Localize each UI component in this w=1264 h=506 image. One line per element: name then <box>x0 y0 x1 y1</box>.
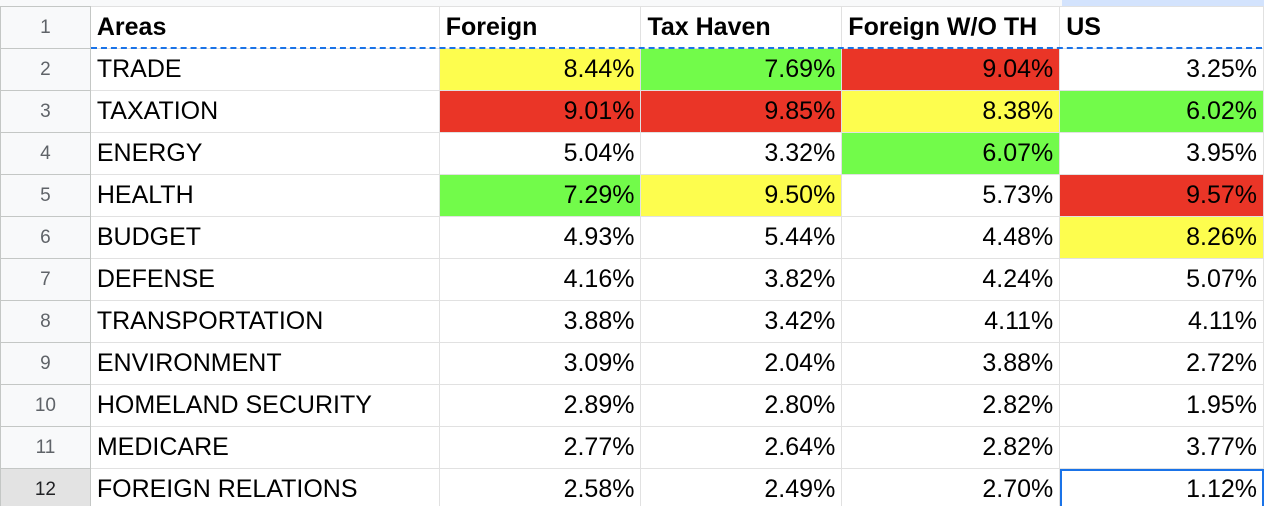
value-cell[interactable]: 4.48% <box>841 216 1061 259</box>
table-row: 10 HOMELAND SECURITY 2.89% 2.80% 2.82% 1.95% <box>0 384 1264 427</box>
value-cell[interactable]: 4.93% <box>438 216 642 259</box>
value-cell[interactable]: 5.44% <box>640 216 843 259</box>
value-cell[interactable]: 4.24% <box>841 258 1061 301</box>
area-cell[interactable]: HOMELAND SECURITY <box>89 384 440 427</box>
table-row: 5 HEALTH 7.29% 9.50% 5.73% 9.57% <box>0 174 1264 217</box>
value-cell[interactable]: 3.88% <box>438 300 642 343</box>
area-cell[interactable]: ENVIRONMENT <box>89 342 440 385</box>
value-cell[interactable]: 5.73% <box>841 174 1061 217</box>
value-cell[interactable]: 2.82% <box>841 384 1061 427</box>
value-cell[interactable]: 2.04% <box>640 342 843 385</box>
value-cell[interactable]: 8.26% <box>1059 216 1264 259</box>
table-row: 12 FOREIGN RELATIONS 2.58% 2.49% 2.70% 1.12% <box>0 468 1264 506</box>
value-cell[interactable]: 4.11% <box>1059 300 1264 343</box>
row-number[interactable]: 1 <box>0 6 91 49</box>
value-cell[interactable]: 2.64% <box>640 426 843 469</box>
value-cell[interactable]: 3.42% <box>640 300 843 343</box>
value-cell[interactable]: 2.89% <box>438 384 642 427</box>
area-cell[interactable]: TAXATION <box>89 90 440 133</box>
area-cell[interactable]: FOREIGN RELATIONS <box>89 468 440 506</box>
row-number[interactable]: 12 <box>0 468 91 506</box>
area-cell[interactable]: TRANSPORTATION <box>89 300 440 343</box>
value-cell[interactable]: 3.25% <box>1059 48 1264 91</box>
header-row: 1 Areas Foreign Tax Haven Foreign W/O TH… <box>0 6 1264 49</box>
row-number[interactable]: 4 <box>0 132 91 175</box>
table-row: 9 ENVIRONMENT 3.09% 2.04% 3.88% 2.72% <box>0 342 1264 385</box>
header-cell-foreign[interactable]: Foreign <box>438 6 642 49</box>
value-cell[interactable]: 9.57% <box>1059 174 1264 217</box>
header-cell-foreign-wo-th[interactable]: Foreign W/O TH <box>841 6 1061 49</box>
table-row: 4 ENERGY 5.04% 3.32% 6.07% 3.95% <box>0 132 1264 175</box>
value-cell[interactable]: 8.38% <box>841 90 1061 133</box>
value-cell[interactable]: 2.70% <box>841 468 1061 506</box>
row-number[interactable]: 3 <box>0 90 91 133</box>
value-cell[interactable]: 7.29% <box>438 174 642 217</box>
value-cell[interactable]: 6.07% <box>841 132 1061 175</box>
value-cell[interactable]: 5.07% <box>1059 258 1264 301</box>
area-cell[interactable]: TRADE <box>89 48 440 91</box>
value-cell[interactable]: 9.04% <box>841 48 1061 91</box>
value-cell[interactable]: 5.04% <box>438 132 642 175</box>
value-cell[interactable]: 9.01% <box>438 90 642 133</box>
row-number[interactable]: 9 <box>0 342 91 385</box>
value-cell[interactable]: 2.72% <box>1059 342 1264 385</box>
row-number[interactable]: 10 <box>0 384 91 427</box>
value-cell[interactable]: 3.82% <box>640 258 843 301</box>
value-cell[interactable]: 6.02% <box>1059 90 1264 133</box>
area-cell[interactable]: DEFENSE <box>89 258 440 301</box>
header-cell-areas[interactable]: Areas <box>89 6 440 49</box>
value-cell[interactable]: 3.09% <box>438 342 642 385</box>
table-row: 11 MEDICARE 2.77% 2.64% 2.82% 3.77% <box>0 426 1264 469</box>
value-cell[interactable]: 3.95% <box>1059 132 1264 175</box>
area-cell[interactable]: MEDICARE <box>89 426 440 469</box>
value-cell[interactable]: 3.77% <box>1059 426 1264 469</box>
value-cell[interactable]: 4.11% <box>841 300 1061 343</box>
value-cell[interactable]: 2.49% <box>640 468 843 506</box>
table-row: 2 TRADE 8.44% 7.69% 9.04% 3.25% <box>0 48 1264 91</box>
value-cell[interactable]: 1.12% <box>1059 468 1264 506</box>
value-cell[interactable]: 9.85% <box>640 90 843 133</box>
row-number[interactable]: 5 <box>0 174 91 217</box>
selected-column-indicator <box>1062 0 1264 6</box>
row-number[interactable]: 6 <box>0 216 91 259</box>
table-row: 3 TAXATION 9.01% 9.85% 8.38% 6.02% <box>0 90 1264 133</box>
row-number[interactable]: 8 <box>0 300 91 343</box>
data-table: 1 Areas Foreign Tax Haven Foreign W/O TH… <box>0 6 1264 506</box>
row-number[interactable]: 2 <box>0 48 91 91</box>
value-cell[interactable]: 3.32% <box>640 132 843 175</box>
row-number[interactable]: 7 <box>0 258 91 301</box>
area-cell[interactable]: BUDGET <box>89 216 440 259</box>
table-row: 7 DEFENSE 4.16% 3.82% 4.24% 5.07% <box>0 258 1264 301</box>
value-cell[interactable]: 8.44% <box>438 48 642 91</box>
row-number[interactable]: 11 <box>0 426 91 469</box>
value-cell[interactable]: 1.95% <box>1059 384 1264 427</box>
value-cell[interactable]: 2.77% <box>438 426 642 469</box>
value-cell[interactable]: 3.88% <box>841 342 1061 385</box>
value-cell[interactable]: 9.50% <box>640 174 843 217</box>
table-row: 6 BUDGET 4.93% 5.44% 4.48% 8.26% <box>0 216 1264 259</box>
value-cell[interactable]: 2.82% <box>841 426 1061 469</box>
area-cell[interactable]: ENERGY <box>89 132 440 175</box>
area-cell[interactable]: HEALTH <box>89 174 440 217</box>
header-cell-tax-haven[interactable]: Tax Haven <box>640 6 843 49</box>
header-cell-us[interactable]: US <box>1059 6 1264 49</box>
value-cell[interactable]: 2.58% <box>438 468 642 506</box>
table-row: 8 TRANSPORTATION 3.88% 3.42% 4.11% 4.11% <box>0 300 1264 343</box>
value-cell[interactable]: 4.16% <box>438 258 642 301</box>
value-cell[interactable]: 2.80% <box>640 384 843 427</box>
value-cell[interactable]: 7.69% <box>640 48 843 91</box>
